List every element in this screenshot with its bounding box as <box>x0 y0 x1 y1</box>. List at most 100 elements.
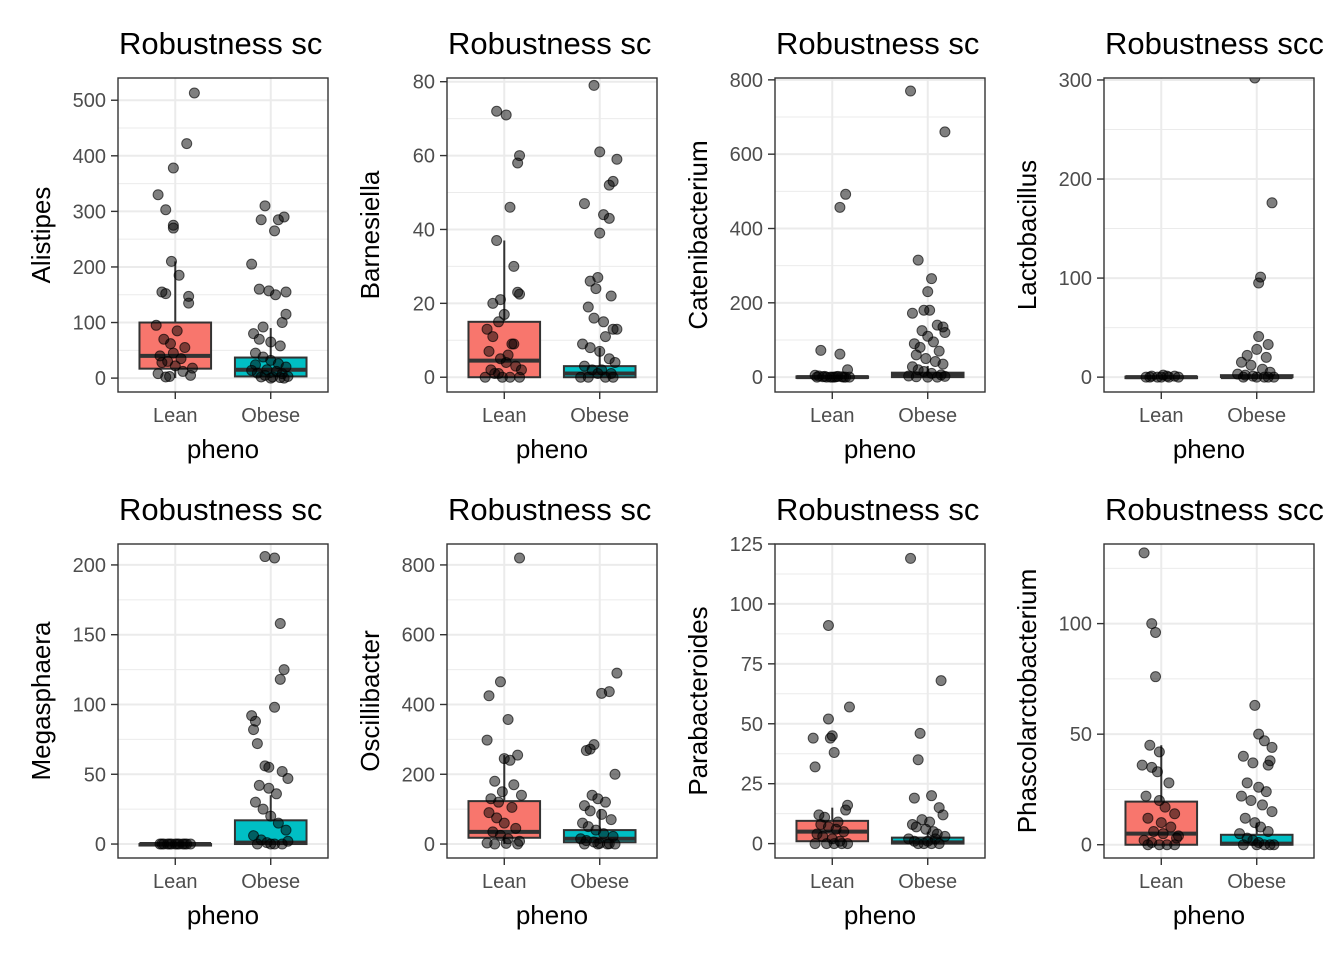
data-point <box>582 371 594 383</box>
x-axis-label: pheno <box>187 900 259 930</box>
data-point <box>1151 766 1163 778</box>
data-point <box>164 370 176 382</box>
data-point <box>939 126 951 138</box>
data-point <box>906 307 918 319</box>
y-tick-label: 200 <box>1059 169 1092 191</box>
data-point <box>933 345 945 357</box>
data-point <box>1142 812 1154 824</box>
data-point <box>265 810 277 822</box>
panel-border <box>117 543 329 859</box>
data-layer <box>795 552 965 850</box>
panel-catenibacterium: 0 200 400 600 800 Lean Obese Robustness sc pheno… <box>683 26 986 464</box>
data-point <box>274 673 286 685</box>
data-point <box>496 786 508 798</box>
data-point <box>1258 735 1270 747</box>
x-tick-label: Lean <box>153 405 198 427</box>
data-point <box>248 724 260 736</box>
data-point <box>905 85 917 97</box>
y-tick-label: 500 <box>73 90 106 112</box>
panel-oscillibacter: 0 200 400 600 800 Lean Obese Robustness sc pheno… <box>355 492 658 930</box>
y-tick-label: 0 <box>1081 835 1092 857</box>
data-layer <box>795 85 965 383</box>
data-point <box>1247 757 1259 769</box>
panel-title: Robustness sc <box>776 492 979 527</box>
data-point <box>1163 777 1175 789</box>
y-axis-label: Phascolarctobacterium <box>1012 569 1042 833</box>
y-tick-label: 50 <box>741 714 763 736</box>
data-point <box>937 358 949 370</box>
data-point <box>1144 739 1156 751</box>
data-point <box>1138 547 1150 559</box>
data-point <box>249 359 261 371</box>
data-point <box>809 838 821 850</box>
panel-border <box>774 543 986 859</box>
data-point <box>181 138 193 150</box>
data-point <box>515 364 527 376</box>
data-point <box>1266 197 1278 209</box>
data-point <box>1251 839 1263 851</box>
data-point <box>926 273 938 285</box>
data-point <box>500 109 512 121</box>
data-point <box>594 227 606 239</box>
data-point <box>822 713 834 725</box>
data-point <box>491 235 503 247</box>
data-point <box>1262 759 1274 771</box>
data-point <box>939 327 951 339</box>
data-point <box>609 768 621 780</box>
data-point <box>1136 759 1148 771</box>
y-tick-label: 0 <box>752 834 763 856</box>
data-point <box>594 146 606 158</box>
y-tick-label: 20 <box>413 293 435 315</box>
x-tick-label: Obese <box>1227 405 1286 427</box>
data-point <box>1253 277 1265 289</box>
data-point <box>502 713 514 725</box>
data-point <box>1142 839 1154 851</box>
data-point <box>282 772 294 784</box>
panel-alistipes: 0 100 200 300 400 500 Lean Obese Robustness sc ph… <box>26 26 329 464</box>
x-tick-label: Obese <box>570 871 629 893</box>
data-point <box>280 286 292 298</box>
data-point <box>269 701 281 713</box>
data-point <box>1169 808 1181 820</box>
data-point <box>920 353 932 365</box>
y-tick-label: 200 <box>73 257 106 279</box>
data-point <box>609 356 621 368</box>
data-point <box>487 297 499 309</box>
data-point <box>1172 371 1184 383</box>
data-point <box>834 348 846 360</box>
data-point <box>1237 839 1249 851</box>
data-point <box>504 754 516 766</box>
data-point <box>165 338 176 350</box>
data-point <box>1251 343 1263 355</box>
y-tick-label: 80 <box>413 72 435 94</box>
data-layer <box>467 79 637 383</box>
x-tick-label: Obese <box>570 405 629 427</box>
panel-parabacteroides: 0 25 50 75 100 125 Lean Obese Robustness sc pheno… <box>683 492 986 930</box>
data-point <box>809 761 821 773</box>
x-tick-label: Lean <box>1139 871 1184 893</box>
y-tick-label: 75 <box>741 654 763 676</box>
data-point <box>508 779 520 791</box>
y-tick-label: 300 <box>1059 70 1092 92</box>
data-point <box>605 290 617 302</box>
panel-title: Robustness scc <box>1105 492 1324 527</box>
data-point <box>1266 741 1278 753</box>
data-point <box>824 732 836 744</box>
data-point <box>1237 750 1249 762</box>
y-axis-label: Barnesiella <box>355 170 385 299</box>
data-point <box>274 340 286 352</box>
data-point <box>169 360 181 372</box>
data-point <box>179 838 191 850</box>
data-point <box>927 336 939 348</box>
data-point <box>150 319 162 331</box>
y-axis-label: Megasphaera <box>26 621 56 781</box>
x-tick-label: Lean <box>482 871 527 893</box>
data-point <box>1161 370 1173 382</box>
data-point <box>1262 371 1274 383</box>
data-point <box>263 761 275 773</box>
data-point <box>822 619 834 631</box>
data-point <box>255 214 267 226</box>
data-point <box>580 745 592 757</box>
data-point <box>815 344 827 356</box>
data-point <box>167 347 179 359</box>
